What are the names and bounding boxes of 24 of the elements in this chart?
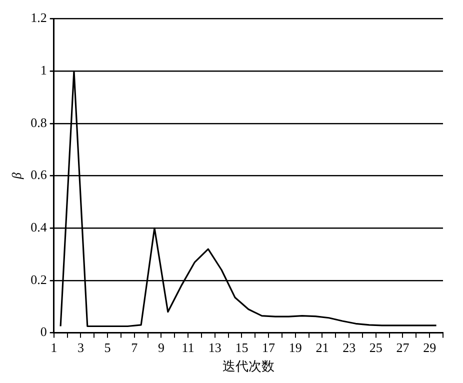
x-tick-label: 23: [342, 340, 356, 356]
x-tick-label: 3: [77, 340, 84, 356]
x-tick-label: 5: [104, 340, 111, 356]
x-tick-label: 21: [316, 340, 329, 356]
x-tick-label: 25: [369, 340, 382, 356]
y-tick-label: 0.6: [30, 167, 48, 182]
y-tick-label: 0: [40, 324, 47, 340]
y-tick-label: 1.2: [30, 10, 47, 26]
x-axis-title: 迭代次数: [222, 360, 274, 375]
x-tick-label: 19: [288, 340, 302, 356]
x-tick-label: 9: [158, 340, 164, 356]
x-tick-label: 7: [131, 340, 138, 356]
x-tick-label: 27: [396, 340, 410, 356]
x-tick-label: 15: [235, 340, 248, 356]
y-tick-label: 0.2: [30, 272, 47, 287]
x-tick-label: 11: [182, 340, 194, 356]
x-tick-label: 29: [423, 340, 436, 356]
y-tick-label: 0.8: [30, 114, 47, 130]
x-tick-label: 17: [262, 340, 276, 356]
x-tick-label: 1: [50, 340, 58, 356]
x-tick-label: 13: [208, 340, 222, 356]
y-axis-title: β: [9, 172, 24, 180]
y-tick-label: 0.4: [30, 220, 48, 235]
y-tick-label: 1: [40, 62, 47, 78]
